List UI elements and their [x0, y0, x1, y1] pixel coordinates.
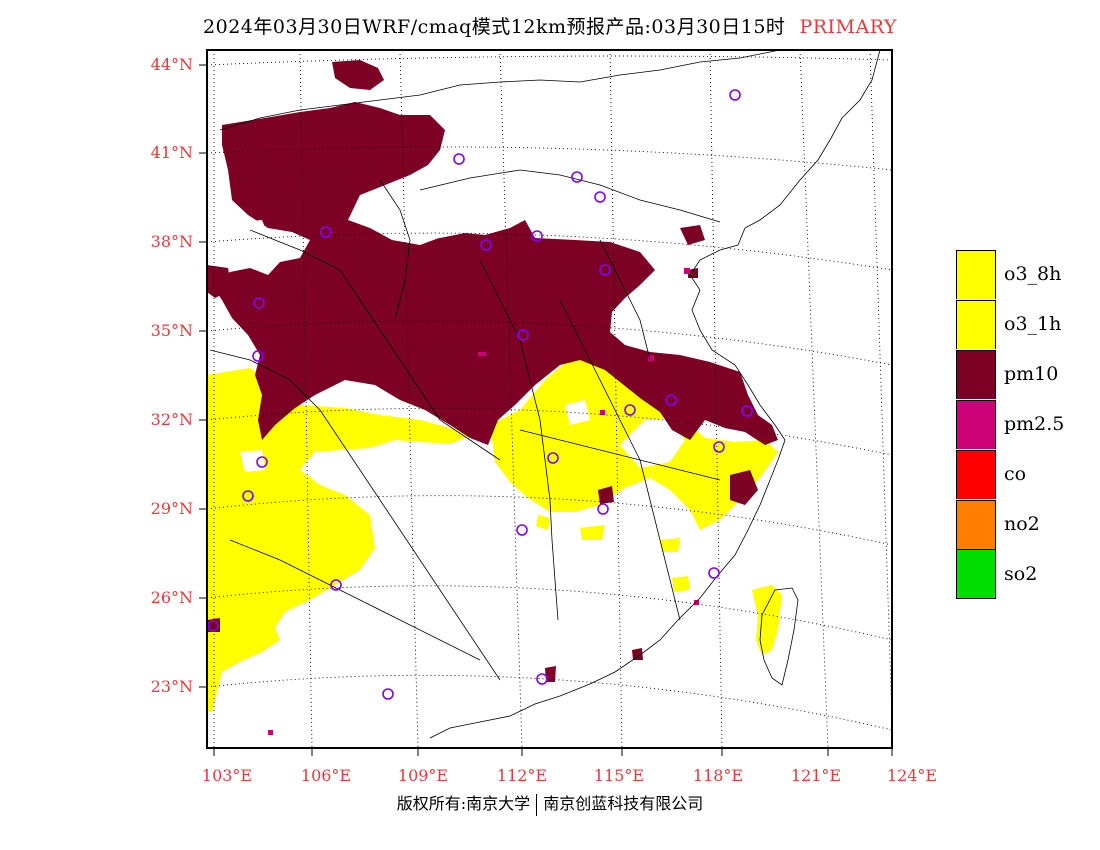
pm10-region [207, 60, 778, 682]
legend-item-o3-1h: o3_1h [956, 299, 1064, 349]
station-markers [207, 89, 753, 700]
lat-label: 23°N [150, 677, 193, 696]
legend-item-o3-8h: o3_8h [956, 249, 1064, 299]
legend-item-no2: no2 [956, 499, 1064, 549]
title-tag: PRIMARY [799, 16, 897, 38]
legend-item-so2: so2 [956, 549, 1064, 599]
legend-label: so2 [1004, 563, 1038, 585]
copyright-right: 南京创蓝科技有限公司 [543, 794, 704, 813]
lon-label: 112°E [496, 766, 548, 785]
legend-item-pm10: pm10 [956, 349, 1064, 399]
legend-swatch [956, 349, 996, 399]
map-title: 2024年03月30日WRF/cmaq模式12km预报产品:03月30日15时 P… [0, 12, 1100, 39]
boundary-lines [209, 50, 881, 739]
pm25-speck [268, 268, 699, 735]
lat-label: 41°N [150, 143, 193, 162]
legend: o3_8h o3_1h pm10 pm2.5 co no2 so2 [956, 249, 1064, 599]
map-frame [206, 49, 893, 749]
lat-label: 44°N [150, 55, 193, 74]
lat-label: 26°N [150, 588, 193, 607]
copyright: 版权所有:南京大学 南京创蓝科技有限公司 [0, 790, 1100, 816]
title-main: 2024年03月30日WRF/cmaq模式12km预报产品:03月30日15时 [203, 16, 786, 38]
legend-label: pm2.5 [1004, 413, 1065, 435]
legend-swatch [956, 549, 996, 599]
legend-label: pm10 [1004, 363, 1059, 385]
lon-label: 115°E [593, 766, 645, 785]
lon-label: 106°E [300, 766, 352, 785]
legend-label: co [1004, 463, 1027, 485]
lon-label: 124°E [886, 766, 938, 785]
legend-swatch [956, 299, 996, 349]
legend-item-co: co [956, 449, 1064, 499]
legend-swatch [956, 249, 996, 299]
lon-label: 118°E [692, 766, 744, 785]
legend-label: o3_1h [1004, 313, 1062, 335]
legend-swatch [956, 399, 996, 449]
lat-label: 29°N [150, 499, 193, 518]
lat-label: 38°N [150, 232, 193, 251]
legend-swatch [956, 499, 996, 549]
legend-label: no2 [1004, 513, 1040, 535]
lat-label: 35°N [150, 321, 193, 340]
lat-label: 32°N [150, 410, 193, 429]
lon-label: 103°E [201, 766, 253, 785]
copyright-left: 版权所有:南京大学 [396, 794, 531, 813]
graticule [207, 50, 892, 748]
legend-item-pm25: pm2.5 [956, 399, 1064, 449]
lon-label: 121°E [790, 766, 842, 785]
tick-marks [199, 64, 893, 756]
lon-label: 109°E [397, 766, 449, 785]
copyright-separator [536, 793, 538, 816]
legend-swatch [956, 449, 996, 499]
legend-label: o3_8h [1004, 263, 1062, 285]
